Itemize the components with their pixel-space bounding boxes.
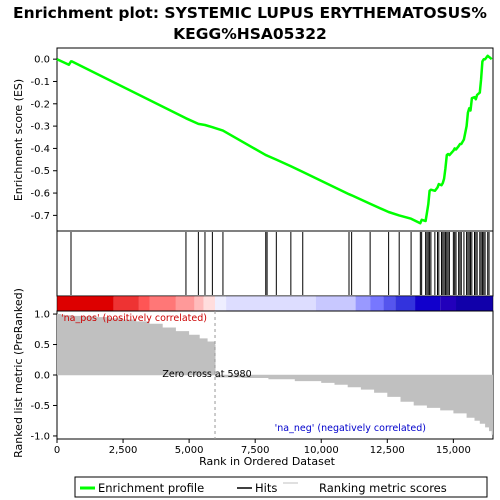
color-bar-segment — [203, 296, 216, 311]
hit-markers — [70, 232, 490, 295]
legend-label-enrichment: Enrichment profile — [98, 481, 204, 495]
es-y-tick-label: -0.4 — [30, 144, 50, 155]
metric-y-tick-label: -0.5 — [30, 401, 50, 412]
metric-y-ticks: 1.0 0.5 0.0 -0.5 -1.0 — [30, 310, 57, 442]
es-y-tick-label: -0.7 — [30, 211, 50, 222]
color-bar-segment — [138, 296, 150, 311]
color-bar-segment — [315, 296, 356, 311]
chart-title-line1: Enrichment plot: SYSTEMIC LUPUS ERYTHEMA… — [13, 4, 487, 22]
es-y-tick-label: -0.6 — [30, 189, 50, 200]
color-bar-segment — [415, 296, 441, 311]
color-bar-segment — [113, 296, 139, 311]
pos-label: 'na_pos' (positively correlated) — [61, 313, 207, 324]
x-ticks: 0 2,500 5,000 7,500 10,000 12,500 15,000 — [54, 439, 471, 456]
x-tick-label: 15,000 — [436, 445, 471, 456]
color-bar-segment — [57, 296, 114, 311]
legend-frame — [74, 476, 488, 498]
zero-cross-label: Zero cross at 5980 — [162, 369, 251, 380]
x-tick-label: 0 — [54, 445, 60, 456]
es-y-tick-label: -0.3 — [30, 122, 50, 133]
color-bar-segment — [395, 296, 416, 311]
ranking-metric-area — [57, 314, 493, 436]
x-tick-label: 5,000 — [175, 445, 204, 456]
color-bar-segment — [175, 296, 195, 311]
color-bar-segment — [440, 296, 457, 311]
legend: Enrichment profile Hits Ranking metric s… — [74, 476, 488, 498]
x-tick-label: 10,000 — [304, 445, 339, 456]
es-curve — [56, 54, 493, 225]
color-bar-segment — [215, 296, 227, 311]
chart-title-line2: KEGG%HSA05322 — [173, 25, 327, 43]
es-y-axis-label: Enrichment score (ES) — [12, 79, 25, 201]
x-tick-label: 12,500 — [370, 445, 405, 456]
x-tick-label: 2,500 — [109, 445, 138, 456]
color-bar-segment — [226, 296, 316, 311]
es-y-ticks: 0.0 -0.1 -0.2 -0.3 -0.4 -0.5 -0.6 -0.7 — [30, 55, 57, 222]
metric-y-tick-label: -1.0 — [30, 431, 50, 442]
hits-panel-frame — [56, 230, 494, 297]
x-tick-label: 7,500 — [241, 445, 270, 456]
es-y-tick-label: -0.5 — [30, 166, 50, 177]
metric-y-tick-label: 0.0 — [34, 371, 50, 382]
es-panel-frame — [56, 47, 494, 232]
es-series-line — [56, 54, 493, 225]
metric-y-tick-label: 0.5 — [34, 340, 50, 351]
color-bar-segment — [456, 296, 493, 311]
rank-color-bar — [56, 295, 494, 312]
legend-label-metric: Ranking metric scores — [319, 481, 447, 495]
legend-label-hits: Hits — [255, 481, 277, 495]
metric-y-tick-label: 1.0 — [34, 310, 50, 321]
color-bar-segment — [370, 296, 384, 311]
metric-y-axis-label: Ranked list metric (PreRanked) — [12, 288, 25, 458]
es-y-tick-label: -0.2 — [30, 99, 50, 110]
neg-label: 'na_neg' (negatively correlated) — [275, 423, 426, 434]
color-bar-segment — [383, 296, 396, 311]
x-axis-label: Rank in Ordered Dataset — [199, 455, 336, 468]
color-bar-segment — [149, 296, 176, 311]
es-y-tick-label: -0.1 — [30, 77, 50, 88]
color-bar-segment — [194, 296, 204, 311]
es-y-tick-label: 0.0 — [34, 55, 50, 66]
color-bar-segment — [355, 296, 371, 311]
